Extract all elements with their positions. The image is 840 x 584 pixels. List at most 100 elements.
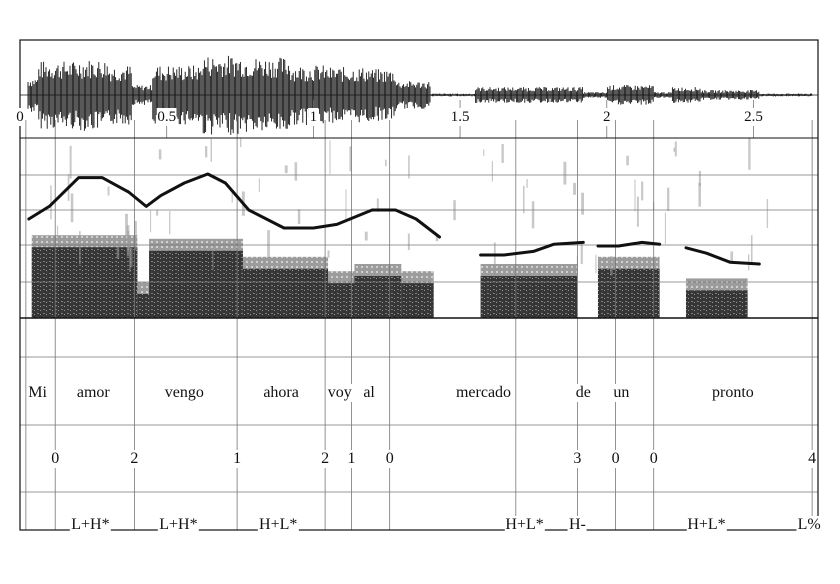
tone-label: H+L* xyxy=(258,516,299,534)
spectrogram-noise-streak xyxy=(526,179,528,188)
spectrogram-noise-streak xyxy=(345,189,347,221)
time-tick-label: 0.5 xyxy=(156,108,178,126)
spectrogram-noise-streak xyxy=(349,146,352,172)
break-index-label: 1 xyxy=(232,450,243,468)
break-index-label: 0 xyxy=(50,450,61,468)
break-index-label: 3 xyxy=(572,450,583,468)
spectrogram-noise-streak xyxy=(531,201,535,229)
spectrogram-noise-streak xyxy=(610,256,613,276)
break-index-label: 1 xyxy=(346,450,357,468)
spectrogram-noise-streak xyxy=(435,235,439,242)
spectrogram-noise-streak xyxy=(667,187,670,212)
spectrogram-noise-streak xyxy=(134,221,137,251)
spectrogram-noise-streak xyxy=(79,231,81,265)
spectrogram-band-dark xyxy=(328,283,355,318)
spectrogram-noise-streak xyxy=(107,186,110,196)
tone-label: L+H* xyxy=(158,516,199,534)
spectrogram-noise-streak xyxy=(641,181,644,201)
break-index-label: 0 xyxy=(648,450,659,468)
break-index-label: 2 xyxy=(320,450,331,468)
spectrogram-noise-streak xyxy=(129,242,131,272)
spectrogram-noise-streak xyxy=(766,198,769,228)
spectrogram-noise-streak xyxy=(69,145,72,179)
pitch-segment xyxy=(27,172,441,239)
time-tick-label: 1 xyxy=(308,108,319,126)
spectrogram-noise-streak xyxy=(364,231,368,241)
tone-label: L+H* xyxy=(70,516,111,534)
spectrogram-band-dark xyxy=(137,294,150,318)
spectrogram-band-dark xyxy=(685,290,748,318)
spectrogram-noise-streak xyxy=(169,210,171,235)
spectrogram-noise-streak xyxy=(626,155,629,166)
word-label: ahora xyxy=(262,384,300,402)
spectrogram-band-dark xyxy=(31,247,138,318)
break-index-label: 4 xyxy=(807,450,818,468)
spectrogram-noise-streak xyxy=(158,149,162,160)
spectrogram-noise-streak xyxy=(674,141,677,157)
spectrogram-noise-streak xyxy=(127,230,130,252)
waveform-trace xyxy=(27,55,814,135)
spectrogram-noise-streak xyxy=(748,138,751,170)
spectrogram-noise-streak xyxy=(491,161,493,182)
spectrogram-noise-streak xyxy=(407,233,410,251)
spectrogram-panel xyxy=(31,138,769,318)
tone-label: L% xyxy=(796,516,822,534)
tone-label: H- xyxy=(567,516,587,534)
spectrogram-band-dark xyxy=(149,250,243,318)
spectrogram-noise-streak xyxy=(730,251,734,263)
waveform-panel xyxy=(20,55,818,135)
spectrogram-noise-streak xyxy=(284,165,288,174)
spectrogram-noise-streak xyxy=(385,159,387,167)
spectrogram-noise-streak xyxy=(376,198,379,212)
spectrogram-noise-streak xyxy=(231,192,233,203)
spectrogram-noise-streak xyxy=(150,210,152,233)
spectrogram-noise-streak xyxy=(329,140,331,175)
spectrogram-noise-streak xyxy=(70,193,74,223)
spectrogram-noise-streak xyxy=(116,243,120,259)
break-index-label: 2 xyxy=(129,450,140,468)
spectrogram-band-dark xyxy=(242,268,329,318)
word-label: voy xyxy=(326,384,353,402)
spectrogram-noise-streak xyxy=(522,185,525,214)
spectrogram-noise-streak xyxy=(698,182,701,207)
spectrogram-noise-streak xyxy=(56,225,59,238)
word-label: amor xyxy=(75,384,111,402)
spectrogram-noise-streak xyxy=(563,161,567,185)
spectrogram-noise-streak xyxy=(50,185,52,220)
word-label: vengo xyxy=(163,384,205,402)
pitch-segment xyxy=(684,246,761,266)
tier-frames xyxy=(19,39,819,531)
spectrogram-band-dark xyxy=(480,276,578,318)
spectrogram-noise-streak xyxy=(294,162,298,181)
spectrogram-noise-streak xyxy=(327,250,330,258)
spectrogram-noise-streak xyxy=(408,155,410,179)
spectrogram-noise-streak xyxy=(698,170,701,187)
spectrogram-noise-streak xyxy=(240,138,242,148)
word-label: mercado xyxy=(454,384,513,402)
spectrogram-noise-streak xyxy=(212,245,214,270)
pitch-segment xyxy=(596,240,662,248)
spectrogram-noise-streak xyxy=(664,212,666,244)
word-label: pronto xyxy=(711,384,755,402)
break-index-label: 0 xyxy=(610,450,621,468)
spectrogram-band-dark xyxy=(597,268,660,318)
spectrogram-noise-streak xyxy=(581,192,585,215)
pitch-contour xyxy=(27,172,761,266)
spectrogram-noise-streak xyxy=(634,179,636,212)
spectrogram-band-dark xyxy=(354,276,402,318)
pitch-segment xyxy=(479,240,585,257)
word-label: Mi xyxy=(27,384,48,402)
spectrogram-noise-streak xyxy=(580,242,583,265)
outer-frame xyxy=(19,39,819,531)
spectrogram-noise-streak xyxy=(636,196,639,227)
spectrogram-noise-streak xyxy=(751,235,753,263)
spectrogram-noise-streak xyxy=(258,178,260,192)
spectrogram-noise-streak xyxy=(493,242,496,273)
spectrogram-noise-streak xyxy=(297,209,301,224)
word-label: al xyxy=(362,384,376,402)
spectrogram-noise-streak xyxy=(501,144,504,163)
time-tick-label: 2 xyxy=(602,108,612,126)
word-label: de xyxy=(574,384,592,402)
